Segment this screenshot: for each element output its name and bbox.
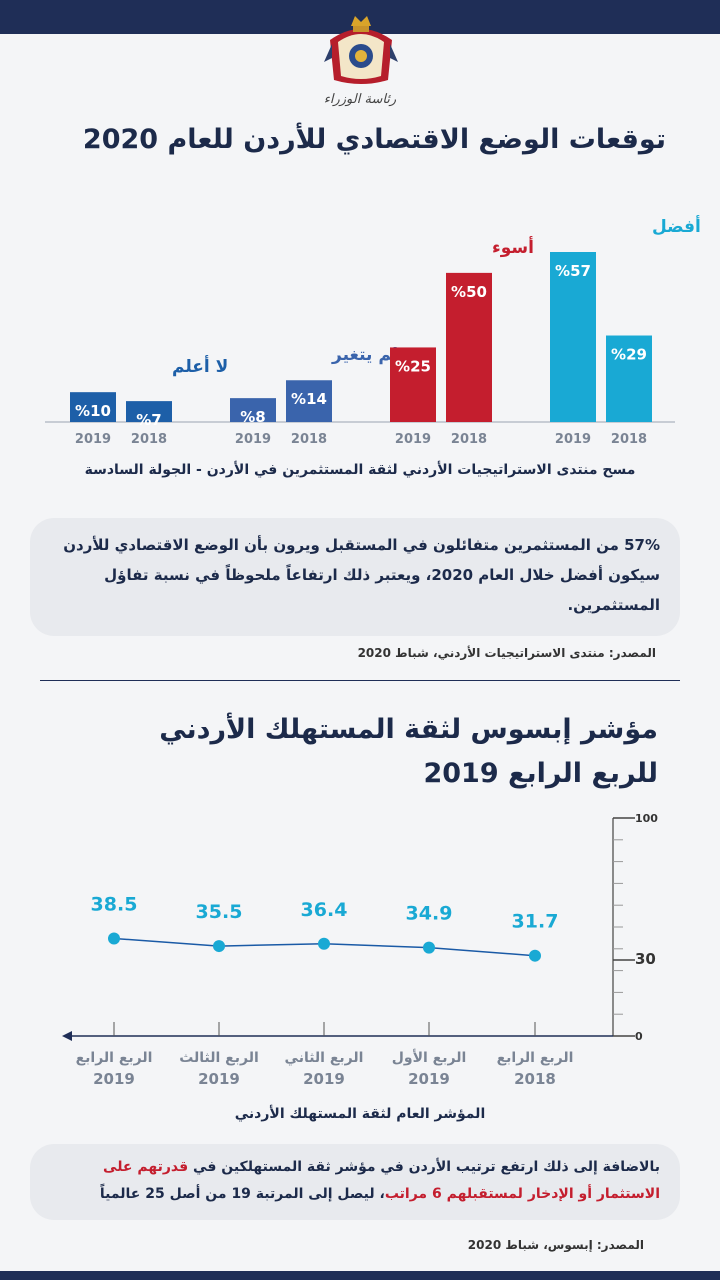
data-point [318, 937, 330, 950]
source-forum: المصدر: منتدى الاستراتيجيات الأردني، شبا… [357, 646, 656, 660]
bar-year-label: 2018 [291, 432, 327, 447]
bar-1-2019 [230, 398, 276, 422]
x-year-label: 2019 [408, 1070, 450, 1088]
section2-subtitle: للربع الرابع 2019 [423, 758, 658, 789]
y-tick-label: 100 [635, 812, 658, 825]
x-quarter-label: الربع الثاني [285, 1050, 364, 1066]
bar-year-label: 2019 [555, 432, 591, 447]
bar-year-label: 2018 [131, 432, 167, 447]
bar-value-label: %10 [75, 402, 111, 420]
ranking-text-1: بالاضافة إلى ذلك ارتفع ترتيب الأردن في م… [188, 1159, 660, 1175]
ranking-text-2: ، ليصل إلى المرتبة 19 من أصل 25 عالمياً [99, 1186, 385, 1202]
bar-category-label: أفضل [652, 215, 701, 237]
x-axis-arrow-icon [62, 1031, 72, 1041]
bar-3-2019 [550, 252, 596, 422]
data-point [213, 940, 225, 953]
data-point [423, 941, 435, 954]
bar-value-label: %7 [136, 411, 161, 429]
line-chart-caption: المؤشر العام لثقة المستهلك الأردني [234, 1106, 486, 1122]
bar-value-label: %50 [451, 283, 487, 301]
bottom-bar [0, 1271, 720, 1280]
line-chart: 0 30 100 38.5 الربع الرابع 2019 35.5 الربع الثا… [62, 812, 658, 1088]
data-point-label: 36.4 [301, 899, 348, 921]
bar-category-label: لم يتغير [331, 345, 398, 365]
bar-0-2019 [70, 392, 116, 422]
bar-2-2018 [446, 272, 492, 422]
bar-value-label: %14 [291, 390, 327, 408]
bar-3-2018 [606, 335, 652, 422]
bar-year-label: 2018 [451, 432, 487, 447]
bar-category-label: لا أعلم [172, 355, 228, 377]
investor-summary-card: 57% من المستثمرين متفائلون في المستقبل و… [30, 518, 680, 636]
bar-year-label: 2019 [235, 432, 271, 447]
bar-1-2018 [286, 380, 332, 422]
ranking-card: بالاضافة إلى ذلك ارتفع ترتيب الأردن في م… [30, 1144, 680, 1220]
y-tick-label: 30 [635, 950, 656, 968]
bar-category-label: أسوء [492, 236, 534, 258]
bar-year-label: 2018 [611, 432, 647, 447]
bar-chart: %10 2019 %7 2018 لا أعلم %8 2019 %14 2018 لم يتغي… [45, 215, 701, 447]
y-tick-label: 0 [635, 1030, 643, 1043]
ranking-text-highlight: قدرتهم على الاستثمار أو الإدخار لمستقبله… [103, 1159, 660, 1202]
x-year-label: 2019 [198, 1070, 240, 1088]
data-point-label: 38.5 [91, 893, 138, 915]
investor-summary-text: 57% من المستثمرين متفائلون في المستقبل و… [63, 536, 660, 614]
section1-title: توقعات الوضع الاقتصادي للأردن للعام 2020 [82, 124, 666, 155]
x-year-label: 2019 [93, 1070, 135, 1088]
data-point-label: 31.7 [512, 911, 559, 933]
coat-of-arms-icon [324, 16, 398, 84]
data-point [108, 932, 120, 945]
bar-value-label: %29 [611, 346, 647, 364]
survey-subtitle: مسح منتدى الاستراتيجيات الأردني لثقة الم… [84, 462, 636, 478]
x-quarter-label: الربع الرابع [76, 1050, 153, 1066]
bar-value-label: %8 [240, 408, 265, 426]
section-divider [40, 680, 680, 681]
ministry-logo-text: رئاسة الوزراء [323, 92, 397, 107]
x-year-label: 2019 [303, 1070, 345, 1088]
x-quarter-label: الربع الأول [392, 1049, 467, 1066]
data-point-label: 34.9 [406, 903, 453, 925]
data-point [529, 949, 541, 962]
x-quarter-label: الربع الرابع [497, 1050, 574, 1066]
source-ipsos: المصدر: إبسوس، شباط 2020 [467, 1238, 644, 1252]
bar-year-label: 2019 [75, 432, 111, 447]
bar-year-label: 2019 [395, 432, 431, 447]
data-point-label: 35.5 [196, 901, 243, 923]
x-quarter-label: الربع الثالث [179, 1050, 259, 1066]
bar-value-label: %57 [555, 262, 591, 280]
bar-2-2019 [390, 347, 436, 422]
x-year-label: 2018 [514, 1070, 556, 1088]
bar-value-label: %25 [395, 357, 431, 375]
section2-title: مؤشر إبسوس لثقة المستهلك الأردني [159, 714, 658, 745]
bar-0-2018 [126, 401, 172, 422]
